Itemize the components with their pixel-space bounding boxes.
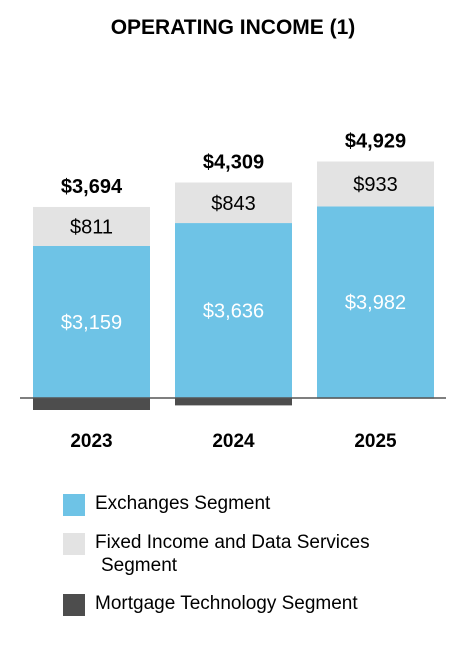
legend-item-mortgage: Mortgage Technology Segment <box>63 592 358 616</box>
bar-fixed-income-2025 <box>317 161 434 207</box>
bar-fixed-income-2024 <box>175 182 292 224</box>
legend-item-fixed-income: Fixed Income and Data Services Segment <box>63 531 370 577</box>
legend-swatch-exchanges <box>63 494 85 516</box>
x-tick-label-2023: 2023 <box>70 431 112 452</box>
legend-label-fixed-income-line2: Segment <box>101 555 178 576</box>
total-label-2023: $3,694 <box>61 176 123 198</box>
data-label-fixed-income-2024: $843 <box>211 193 256 215</box>
bar-mortgage-2024 <box>175 398 292 406</box>
x-tick-label-2025: 2025 <box>354 431 397 452</box>
bar-exchanges-2024 <box>175 223 292 398</box>
legend-label-mortgage: Mortgage Technology Segment <box>95 593 358 614</box>
x-tick-label-2024: 2024 <box>212 431 255 452</box>
total-label-2024: $4,309 <box>203 151 264 173</box>
bar-chart: $3,159 $811 $3,694 2023 $3,636 $843 $4,309 2024… <box>20 131 446 452</box>
bar-exchanges-2023 <box>33 246 150 398</box>
data-label-fixed-income-2025: $933 <box>353 174 398 196</box>
bar-mortgage-2023 <box>33 398 150 410</box>
legend-label-exchanges: Exchanges Segment <box>95 493 271 514</box>
legend-swatch-fixed-income <box>63 533 85 555</box>
bar-fixed-income-2023 <box>33 206 150 246</box>
legend-item-exchanges: Exchanges Segment <box>63 492 270 516</box>
total-label-2025: $4,929 <box>345 131 406 153</box>
data-label-exchanges-2023: $3,159 <box>61 312 122 334</box>
data-label-exchanges-2024: $3,636 <box>203 301 264 323</box>
bar-exchanges-2025 <box>317 206 434 398</box>
chart-title: OPERATING INCOME (1) <box>110 16 356 39</box>
legend-label-fixed-income: Fixed Income and Data Services Segment <box>95 531 370 577</box>
data-label-exchanges-2025: $3,982 <box>345 292 406 314</box>
legend-swatch-mortgage <box>63 594 85 616</box>
legend-label-fixed-income-line1: Fixed Income and Data Services <box>95 532 370 553</box>
data-label-fixed-income-2023: $811 <box>70 216 113 238</box>
